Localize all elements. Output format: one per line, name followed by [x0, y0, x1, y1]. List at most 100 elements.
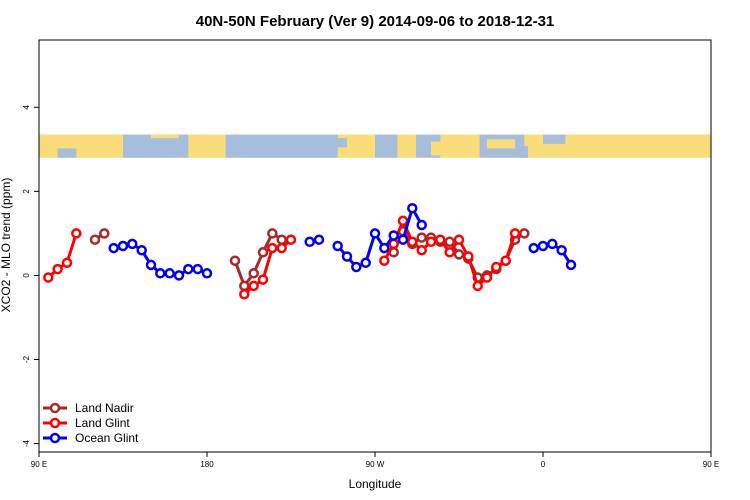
- y-tick-label: 2: [22, 189, 31, 194]
- data-point-ocean-glint: [351, 261, 362, 273]
- data-point-ocean-glint: [397, 234, 409, 245]
- data-point-land-glint: [397, 215, 409, 227]
- data-point-land-glint: [435, 234, 446, 245]
- y-tick-label: 4: [22, 104, 31, 109]
- data-point-land-nadir: [248, 268, 259, 279]
- data-point-ocean-glint: [565, 259, 577, 271]
- data-point-ocean-glint: [388, 230, 399, 241]
- data-point-ocean-glint: [369, 228, 381, 239]
- data-point-land-glint: [509, 228, 521, 239]
- y-tick-label: 0: [22, 273, 31, 278]
- data-point-ocean-glint: [192, 263, 203, 275]
- series-line-ocean-glint: [336, 206, 424, 269]
- map-coast-patch: [431, 141, 469, 156]
- map-coast-patch: [516, 146, 529, 158]
- x-tick-label: 180: [200, 460, 214, 469]
- data-point-land-glint: [379, 255, 390, 266]
- plot-area: [43, 202, 577, 300]
- data-point-ocean-glint: [173, 270, 185, 281]
- data-point-ocean-glint: [304, 236, 315, 248]
- axes: 90 E 180 90 W 0 90 E -4 -2 0 2 4: [22, 39, 719, 469]
- data-point-land-nadir: [416, 232, 427, 243]
- data-point-land-nadir: [453, 249, 465, 260]
- data-point-land-glint: [285, 234, 297, 245]
- map-coast-patch: [319, 138, 347, 148]
- y-tick-label: -2: [22, 355, 31, 363]
- data-point-ocean-glint: [145, 259, 157, 271]
- data-point-ocean-glint: [155, 268, 166, 279]
- legend-swatch-marker: [49, 432, 61, 444]
- x-tick-label: 90 E: [703, 460, 719, 469]
- y-tick-label: -4: [22, 439, 31, 447]
- data-point-land-nadir: [444, 236, 455, 248]
- chart-title: 40N-50N February (Ver 9) 2014-09-06 to 2…: [196, 13, 555, 30]
- legend-label: Ocean Glint: [75, 431, 139, 445]
- legend-swatch-marker: [49, 417, 61, 429]
- data-point-land-glint: [481, 272, 493, 283]
- map-coast-patch: [57, 148, 77, 158]
- legend-label: Land Nadir: [75, 401, 134, 415]
- data-point-ocean-glint: [201, 268, 213, 279]
- y-axis-label: XCO2 - MLO trend (ppm): [0, 178, 13, 313]
- legend-item-ocean-glint: Ocean Glint: [43, 431, 139, 445]
- data-point-ocean-glint: [108, 242, 119, 254]
- data-point-land-glint: [248, 280, 259, 292]
- data-point-land-glint: [472, 280, 483, 292]
- data-point-ocean-glint: [183, 263, 194, 275]
- legend-item-land-nadir: Land Nadir: [43, 401, 134, 415]
- data-point-land-glint: [491, 261, 502, 273]
- data-point-land-glint: [239, 289, 250, 300]
- data-point-ocean-glint: [313, 234, 325, 245]
- data-point-ocean-glint: [407, 202, 418, 214]
- data-point-land-glint: [416, 244, 427, 256]
- data-point-ocean-glint: [416, 219, 427, 231]
- data-point-land-glint: [267, 242, 278, 254]
- data-point-land-glint: [71, 228, 82, 239]
- data-point-ocean-glint: [528, 242, 539, 254]
- data-point-ocean-glint: [164, 268, 175, 279]
- map-ocean-region: [375, 134, 398, 158]
- data-point-land-glint: [500, 255, 511, 266]
- data-point-land-glint: [276, 242, 287, 254]
- legend-label: Land Glint: [75, 416, 130, 430]
- data-point-land-nadir: [257, 247, 269, 258]
- legend-swatch-marker: [49, 402, 61, 414]
- data-point-ocean-glint: [537, 240, 549, 252]
- x-axis-label: Longitude: [349, 477, 402, 491]
- series-land-glint: [43, 215, 521, 300]
- data-point-ocean-glint: [547, 238, 558, 250]
- data-point-land-glint: [407, 236, 418, 248]
- data-point-land-glint: [43, 272, 54, 283]
- data-point-ocean-glint: [556, 244, 567, 256]
- data-point-land-glint: [257, 274, 269, 285]
- data-point-ocean-glint: [379, 242, 390, 254]
- data-point-land-nadir: [99, 228, 110, 239]
- series-line-land-glint: [47, 232, 78, 279]
- data-point-ocean-glint: [341, 251, 353, 262]
- data-point-ocean-glint: [117, 240, 129, 252]
- map-coast-patch: [487, 139, 515, 149]
- map-coast-patch: [91, 140, 110, 152]
- data-point-ocean-glint: [360, 257, 371, 269]
- map-coast-patch: [543, 134, 566, 144]
- data-point-land-glint: [463, 251, 474, 262]
- data-point-land-glint: [453, 234, 465, 245]
- x-tick-label: 0: [541, 460, 546, 469]
- x-tick-label: 90 W: [366, 460, 385, 469]
- map-ocean-region: [123, 134, 189, 158]
- data-point-land-nadir: [229, 255, 241, 266]
- data-point-land-glint: [425, 236, 437, 248]
- data-point-ocean-glint: [136, 244, 147, 256]
- series-ocean-glint: [108, 202, 577, 281]
- data-point-land-glint: [444, 247, 455, 258]
- data-point-land-glint: [52, 263, 63, 275]
- data-point-land-nadir: [519, 228, 530, 239]
- map-ocean-region: [225, 134, 338, 158]
- data-point-land-nadir: [267, 228, 278, 239]
- data-point-land-nadir: [276, 234, 287, 245]
- data-point-land-nadir: [89, 234, 101, 245]
- x-tick-label: 90 E: [31, 460, 47, 469]
- data-point-land-nadir: [239, 280, 250, 292]
